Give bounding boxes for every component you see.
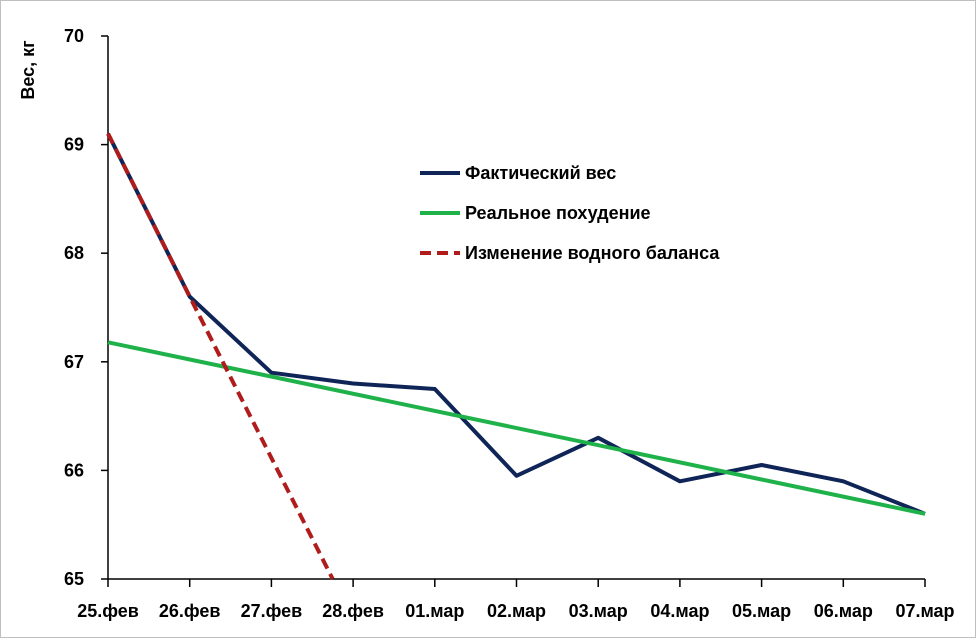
y-axis-ticks: 70 69 68 67 66 65 (64, 26, 108, 589)
legend-label: Фактический вес (465, 163, 616, 183)
y-tick-label: 69 (64, 135, 84, 155)
x-tick-label: 07.мар (895, 601, 954, 621)
x-tick-label: 03.мар (569, 601, 628, 621)
x-tick-label: 06.мар (814, 601, 873, 621)
x-tick-label: 04.мар (650, 601, 709, 621)
x-tick-label: 05.мар (732, 601, 791, 621)
series-line-2 (107, 340, 926, 516)
x-tick-label: 27.фев (241, 601, 303, 621)
series-line-3 (106, 132, 335, 580)
y-tick-label: 66 (64, 460, 84, 480)
chart-axes (107, 36, 925, 580)
y-axis-title: Вес, кг (18, 40, 38, 100)
legend: Фактический вес Реальное похудение Изменен… (420, 163, 720, 263)
x-tick-label: 02.мар (487, 601, 546, 621)
x-tick-label: 01.мар (405, 601, 464, 621)
y-tick-label: 68 (64, 243, 84, 263)
x-tick-label: 26.фев (159, 601, 221, 621)
series-line-1 (106, 132, 926, 516)
series-layer (106, 132, 926, 580)
y-tick-label: 65 (64, 569, 84, 589)
y-tick-label: 70 (64, 26, 84, 46)
legend-label: Изменение водного баланса (465, 243, 720, 263)
y-tick-label: 67 (64, 352, 84, 372)
x-tick-label: 25.фев (77, 601, 139, 621)
legend-label: Реальное похудение (465, 203, 651, 223)
x-axis-ticks: 25.фев 26.фев 27.фев 28.фев 01.мар 02.мар 03.м… (77, 579, 955, 621)
x-tick-label: 28.фев (322, 601, 384, 621)
